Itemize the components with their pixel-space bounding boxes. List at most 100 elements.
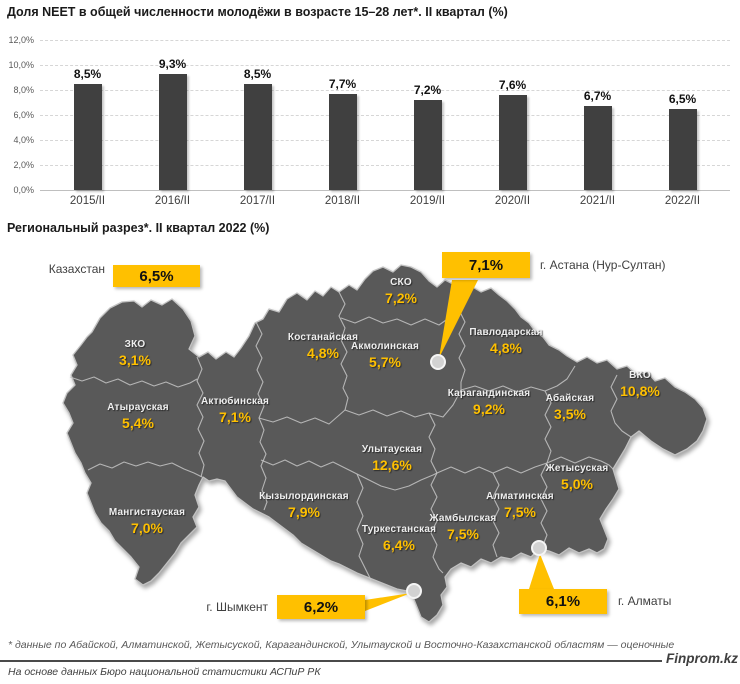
region-value: 10,8% [620, 383, 660, 399]
region-name: Карагандинская [447, 388, 531, 399]
region-value: 7,2% [385, 290, 417, 306]
shymkent-marker [406, 583, 422, 599]
x-axis-label: 2021/II [579, 195, 616, 207]
bar-column: 7,6% [470, 40, 555, 190]
bar-value-label: 6,7% [583, 89, 612, 104]
map-section-title: Региональный разрез*. II квартал 2022 (%… [7, 221, 270, 235]
region-value: 7,9% [288, 504, 320, 520]
region-value: 6,4% [383, 537, 415, 553]
bar-column: 6,5% [640, 40, 725, 190]
region-value: 5,4% [122, 415, 154, 431]
y-axis-label: 6,0% [13, 110, 34, 120]
brand-logo: Finprom.kz [665, 651, 738, 666]
region-value: 7,1% [219, 409, 251, 425]
gridline [40, 165, 730, 166]
bar-column: 8,5% [45, 40, 130, 190]
bar [498, 95, 527, 190]
region-name: Туркестанская [361, 524, 437, 535]
region-value: 9,2% [473, 401, 505, 417]
region-label: СКО 7,2% [385, 276, 417, 307]
kazakhstan-label: Казахстан [48, 262, 105, 276]
almaty-value-box: 6,1% [519, 589, 607, 614]
gridline [40, 40, 730, 41]
region-name: Атырауская [107, 402, 169, 413]
almaty-callout-pointer [529, 554, 554, 589]
region-name: Алматинская [486, 491, 554, 502]
region-label: Павлодарская 4,8% [469, 326, 542, 357]
region-name: Мангистауская [108, 507, 186, 518]
source-note: На основе данных Бюро национальной стати… [8, 666, 321, 678]
region-value: 7,5% [504, 504, 536, 520]
astana-callout-pointer [439, 280, 478, 358]
astana-label: г. Астана (Нур-Султан) [540, 258, 666, 272]
kazakhstan-value-box: 6,5% [113, 265, 200, 287]
chart-x-axis: 2015/II 2016/II 2017/II 2018/II 2019/II 2020/… [45, 195, 725, 207]
region-name: Жетысуская [545, 463, 609, 474]
gridline [40, 90, 730, 91]
shymkent-value-box: 6,2% [277, 595, 365, 619]
region-borders [69, 291, 632, 581]
region-name: Павлодарская [469, 327, 543, 338]
kazakhstan-map: СКО 7,2% Костанайская 4,8% Акмолинская 5,7% Па… [0, 240, 740, 630]
region-name: Абайская [545, 393, 595, 404]
region-value: 4,8% [490, 340, 522, 356]
neet-bar-chart: 0,0% 2,0% 4,0% 6,0% 8,0% 10,0% 12,0% 8,5% 9,3% 8… [0, 0, 740, 215]
page-title: Доля NEET в общей численности молодёжи в… [7, 5, 508, 19]
astana-value-box: 7,1% [442, 252, 530, 278]
y-axis-label: 2,0% [13, 160, 34, 170]
bar-column: 7,2% [385, 40, 470, 190]
region-name: ЗКО [124, 339, 146, 350]
bar-value-label: 7,7% [328, 76, 357, 91]
region-name: ВКО [629, 370, 651, 381]
bar [668, 108, 697, 190]
astana-marker [430, 354, 446, 370]
region-name: Кызылординская [259, 491, 349, 502]
y-axis-label: 8,0% [13, 85, 34, 95]
region-label: Жетысуская 5,0% [546, 462, 609, 493]
shymkent-label: г. Шымкент [206, 600, 268, 614]
kazakhstan-map-svg [62, 264, 708, 623]
bar [73, 83, 102, 190]
region-label: Абайская 3,5% [546, 392, 595, 423]
almaty-label: г. Алматы [618, 594, 672, 608]
brand-rule [0, 660, 662, 662]
region-label: ЗКО 3,1% [119, 338, 151, 369]
region-value: 3,1% [119, 352, 151, 368]
region-name: Акмолинская [350, 341, 420, 352]
region-value: 4,8% [307, 345, 339, 361]
footnote: * данные по Абайской, Алматинской, Жетыс… [8, 639, 675, 651]
x-axis-label: 2015/II [69, 195, 106, 207]
region-value: 5,7% [369, 354, 401, 370]
x-axis-label: 2017/II [239, 195, 276, 207]
bar-column: 8,5% [215, 40, 300, 190]
region-label: Акмолинская 5,7% [351, 340, 419, 371]
gridline [40, 65, 730, 66]
y-axis-label: 4,0% [13, 135, 34, 145]
shymkent-callout-pointer [365, 593, 411, 611]
bar-column: 9,3% [130, 40, 215, 190]
region-label: Алматинская 7,5% [486, 490, 554, 521]
bar-value-label: 8,5% [73, 66, 102, 81]
gridline [40, 115, 730, 116]
region-name: Костанайская [287, 332, 359, 343]
almaty-marker [531, 540, 547, 556]
x-axis-label: 2016/II [154, 195, 191, 207]
region-label: Костанайская 4,8% [288, 331, 358, 362]
bar [583, 106, 612, 190]
region-name: СКО [390, 277, 412, 288]
bar-column: 7,7% [300, 40, 385, 190]
y-axis-label: 12,0% [8, 35, 34, 45]
gridline [40, 190, 730, 191]
bar-value-label: 7,2% [413, 83, 442, 97]
region-label: Туркестанская 6,4% [362, 523, 436, 554]
bar [328, 93, 357, 190]
region-label: ВКО 10,8% [620, 369, 660, 400]
region-value: 5,0% [561, 476, 593, 492]
bar-value-label: 9,3% [158, 56, 187, 71]
region-value: 7,5% [447, 526, 479, 542]
x-axis-label: 2020/II [494, 195, 531, 207]
region-label: Карагандинская 9,2% [448, 387, 531, 418]
region-label: Актюбинская 7,1% [201, 395, 269, 426]
region-label: Атырауская 5,4% [107, 401, 168, 432]
brand-row: Finprom.kz [0, 651, 738, 666]
